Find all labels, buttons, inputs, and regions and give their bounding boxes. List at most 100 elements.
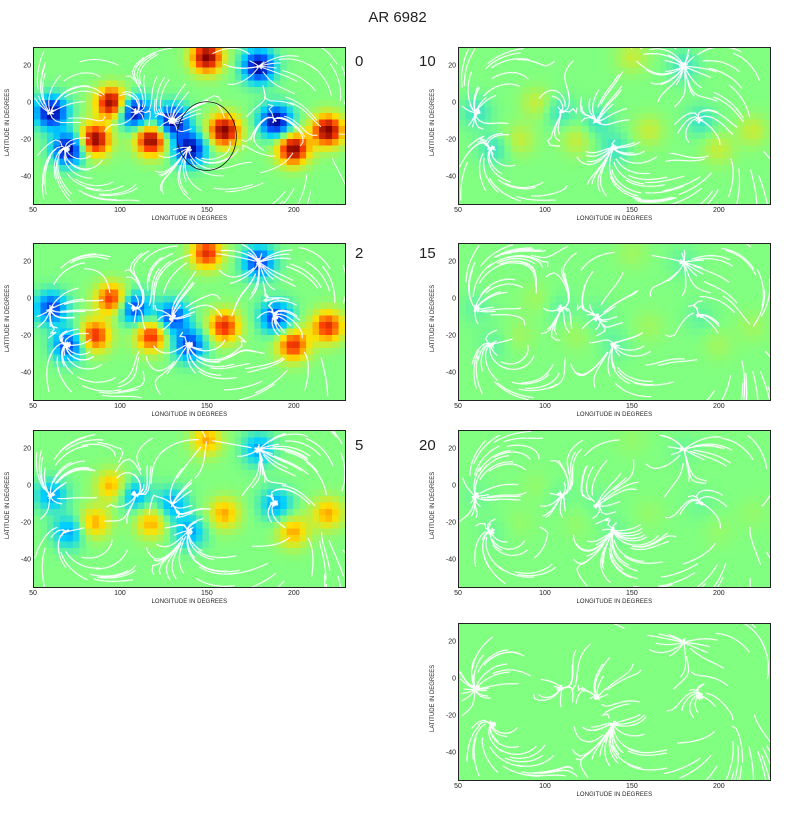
field-cell — [150, 132, 158, 140]
field-cell — [254, 296, 262, 303]
field-cell — [306, 315, 314, 323]
field-cell — [646, 139, 654, 146]
field-line — [57, 158, 72, 195]
field-cell — [510, 171, 518, 179]
field-cell — [286, 171, 294, 179]
field-cell — [530, 100, 538, 107]
field-cell — [332, 335, 340, 342]
field-cell — [588, 61, 596, 68]
field-cell — [325, 93, 333, 101]
field-cell — [679, 119, 687, 127]
field-line — [258, 448, 273, 455]
field-cell — [332, 158, 340, 166]
field-cell — [543, 145, 551, 153]
field-cell — [137, 93, 145, 101]
field-cell — [286, 126, 294, 133]
field-cell — [332, 296, 340, 303]
field-cell — [85, 476, 93, 484]
field-cell — [332, 361, 340, 368]
field-cell — [144, 74, 152, 81]
field-cell — [737, 106, 745, 114]
field-cell — [92, 74, 100, 81]
field-cell — [72, 548, 80, 555]
field-cell — [325, 348, 333, 355]
field-cell — [744, 80, 752, 88]
field-cell — [750, 158, 758, 166]
field-cell — [137, 126, 145, 133]
field-cell — [254, 522, 262, 529]
field-cell — [118, 80, 126, 88]
field-cell — [338, 276, 345, 284]
field-cell — [666, 171, 674, 179]
field-cell — [640, 93, 648, 101]
field-cell — [319, 437, 327, 445]
field-cell — [98, 470, 106, 477]
field-cell — [338, 341, 345, 349]
field-cell — [497, 106, 505, 114]
field-cell — [221, 126, 229, 133]
field-cell — [705, 48, 713, 55]
field-cell — [582, 48, 590, 55]
field-cell — [170, 354, 178, 362]
field-cell — [221, 191, 229, 198]
field-cell — [293, 335, 301, 342]
field-line — [212, 48, 251, 55]
field-cell — [312, 197, 320, 204]
field-cell — [504, 158, 512, 166]
field-cell — [536, 100, 544, 107]
field-cell — [267, 431, 275, 438]
field-cell — [543, 74, 551, 81]
field-cell — [698, 106, 706, 114]
field-cell — [98, 263, 106, 271]
field-cell — [672, 74, 680, 81]
field-cell — [59, 126, 67, 133]
field-cell — [92, 283, 100, 290]
field-cell — [273, 535, 281, 542]
field-cell — [692, 61, 700, 68]
field-cell — [633, 139, 641, 146]
field-line — [227, 64, 261, 86]
field-cell — [228, 184, 236, 192]
field-cell — [306, 178, 314, 185]
field-cell — [247, 283, 255, 290]
field-cell — [195, 515, 203, 523]
field-line — [56, 356, 73, 393]
field-cell — [202, 328, 210, 336]
field-cell — [59, 535, 67, 542]
field-cell — [332, 528, 340, 536]
field-cell — [150, 335, 158, 342]
field-cell — [306, 289, 314, 297]
field-line — [49, 109, 81, 124]
field-cell — [627, 126, 635, 133]
field-cell — [40, 289, 48, 297]
field-line — [254, 369, 288, 394]
field-cell — [124, 309, 132, 316]
field-cell — [163, 522, 171, 529]
field-line — [81, 539, 113, 559]
field-cell — [325, 361, 333, 368]
field-cell — [215, 315, 223, 323]
field-cell — [66, 80, 74, 88]
field-cell — [332, 152, 340, 159]
field-cell — [131, 80, 139, 88]
field-cell — [254, 580, 262, 587]
field-cell — [698, 145, 706, 153]
field-cell — [98, 132, 106, 140]
field-cell — [46, 561, 54, 568]
field-cell — [241, 335, 249, 342]
field-cell — [195, 387, 203, 394]
field-cell — [189, 184, 197, 192]
field-cell — [306, 335, 314, 342]
field-cell — [137, 289, 145, 297]
field-cell — [718, 126, 726, 133]
field-cell — [267, 554, 275, 562]
field-cell — [150, 387, 158, 394]
field-cell — [280, 502, 288, 510]
field-cell — [711, 61, 719, 68]
field-cell — [306, 341, 314, 349]
field-cell — [124, 178, 132, 185]
field-line — [171, 117, 183, 124]
field-cell — [562, 184, 570, 192]
field-cell — [299, 197, 307, 204]
field-cell — [170, 509, 178, 516]
